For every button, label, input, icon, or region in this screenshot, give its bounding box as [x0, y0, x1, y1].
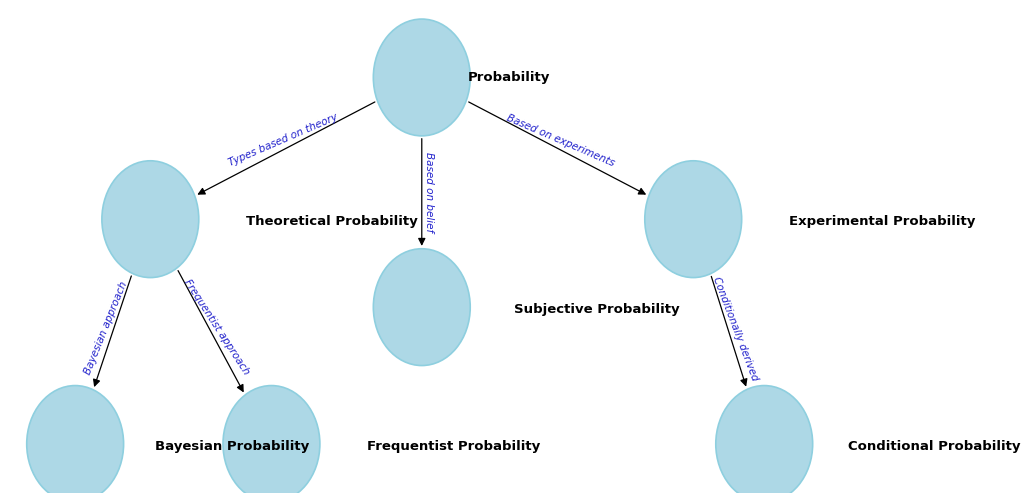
Text: Types based on theory: Types based on theory: [227, 112, 339, 168]
Text: Frequentist Probability: Frequentist Probability: [368, 440, 541, 453]
Text: Based on belief: Based on belief: [424, 152, 434, 233]
Ellipse shape: [102, 161, 199, 278]
Ellipse shape: [716, 386, 813, 497]
Text: Conditionally derived: Conditionally derived: [712, 275, 760, 382]
Ellipse shape: [645, 161, 741, 278]
Text: Subjective Probability: Subjective Probability: [514, 303, 679, 316]
Text: Based on experiments: Based on experiments: [505, 112, 615, 168]
Ellipse shape: [374, 248, 470, 365]
Ellipse shape: [27, 386, 124, 497]
Ellipse shape: [223, 386, 319, 497]
Text: Conditional Probability: Conditional Probability: [848, 440, 1020, 453]
Ellipse shape: [374, 19, 470, 136]
Text: Theoretical Probability: Theoretical Probability: [247, 215, 418, 228]
Text: Frequentist approach: Frequentist approach: [182, 277, 252, 376]
Text: Bayesian approach: Bayesian approach: [83, 280, 129, 376]
Text: Probability: Probability: [468, 71, 550, 84]
Text: Experimental Probability: Experimental Probability: [790, 215, 976, 228]
Text: Bayesian Probability: Bayesian Probability: [155, 440, 309, 453]
